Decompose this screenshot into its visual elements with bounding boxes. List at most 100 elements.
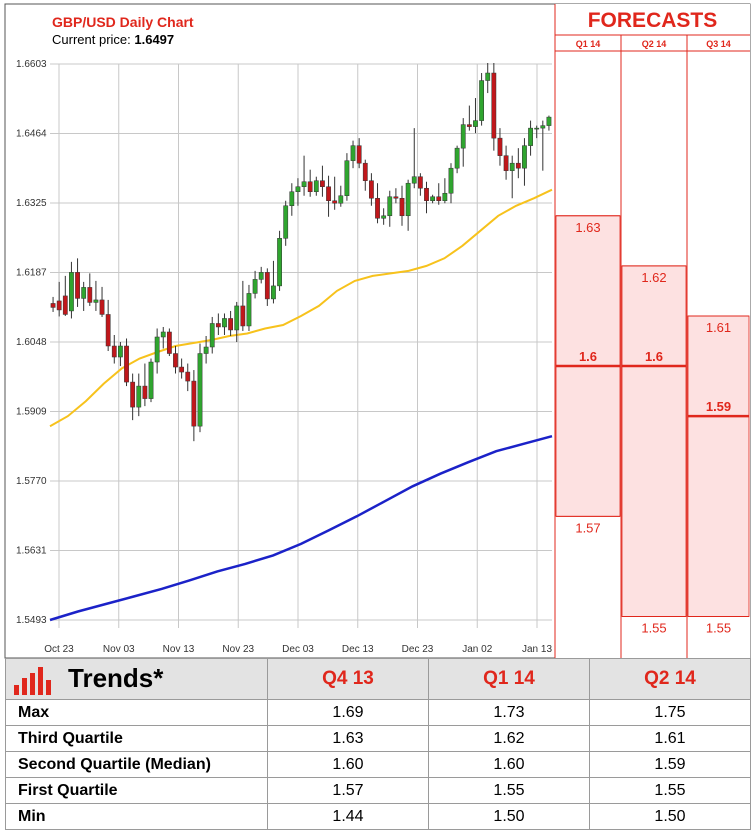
forecast-value-label: 1.62 xyxy=(641,270,666,285)
candle xyxy=(240,280,246,331)
trends-row-first-quartile: First Quartile 1.57 1.55 1.55 xyxy=(5,777,751,804)
candle xyxy=(417,173,423,196)
x-tick-label: Nov 13 xyxy=(163,644,195,655)
forecast-quarter-label: Q2 14 xyxy=(642,39,667,49)
row-label: Second Quartile (Median) xyxy=(5,751,268,778)
y-tick-label: 1.5631 xyxy=(16,546,47,557)
candle-body-up xyxy=(534,127,540,130)
trends-col-q1-14: Q1 14 xyxy=(428,658,590,700)
candle xyxy=(228,310,233,336)
candle-body-down xyxy=(99,299,105,315)
candle-body-up xyxy=(154,336,160,363)
cell-value: 1.44 xyxy=(267,803,429,830)
trends-row-third-quartile: Third Quartile 1.63 1.62 1.61 xyxy=(5,725,751,752)
candle xyxy=(356,138,362,169)
forecast-range-box xyxy=(687,315,750,617)
candle xyxy=(209,316,215,354)
candle-body-up xyxy=(283,205,289,239)
candle-body-up xyxy=(430,196,436,201)
x-tick-label: Nov 03 xyxy=(103,644,135,655)
candle-body-down xyxy=(240,305,246,327)
candle-body-down xyxy=(399,197,405,217)
candle-body-down xyxy=(497,137,503,156)
candle-body-down xyxy=(424,187,429,201)
candle-body-up xyxy=(528,127,533,146)
candle-body-up xyxy=(295,186,301,192)
forecast-range-box xyxy=(621,265,687,617)
candle xyxy=(105,299,111,352)
candle xyxy=(491,62,497,151)
row-label: First Quartile xyxy=(5,777,268,804)
x-tick-label: Nov 23 xyxy=(222,644,254,655)
candle-body-up xyxy=(442,192,448,201)
candle-body-down xyxy=(393,196,399,199)
candle xyxy=(69,261,74,319)
candle-body-up xyxy=(338,195,344,204)
forecast-value-label: 1.55 xyxy=(641,620,666,635)
candle-body-up xyxy=(301,181,307,187)
candle xyxy=(118,342,123,367)
candle-body-up xyxy=(234,305,240,331)
candle xyxy=(387,190,393,227)
forecast-value-label: 1.57 xyxy=(575,520,600,535)
y-tick-label: 1.5770 xyxy=(16,476,47,487)
candle xyxy=(534,125,540,139)
candle-body-up xyxy=(160,331,166,338)
candle-body-up xyxy=(197,353,203,427)
candle xyxy=(215,313,221,335)
candle-body-up xyxy=(289,191,295,207)
candle-body-down xyxy=(179,366,185,373)
forecast-value-label: 1.63 xyxy=(575,220,600,235)
forecast-value-label: 1.6 xyxy=(645,349,663,364)
candle-body-down xyxy=(228,318,233,331)
candle-body-down xyxy=(105,314,111,347)
candle xyxy=(56,281,62,317)
candle-body-up xyxy=(460,124,466,149)
candle-body-up xyxy=(381,215,387,219)
candle-body-down xyxy=(75,272,80,299)
candle xyxy=(460,118,466,167)
candle-body-up xyxy=(69,272,74,312)
candle-body-up xyxy=(93,299,99,303)
trends-row-max: Max 1.69 1.73 1.75 xyxy=(5,699,751,726)
candle xyxy=(124,338,129,387)
candle xyxy=(160,326,166,349)
candle xyxy=(399,185,405,226)
candle-body-up xyxy=(258,272,264,280)
candle-body-up xyxy=(313,180,319,192)
forecasts-title: FORECASTS xyxy=(588,9,718,32)
icon-bar xyxy=(46,679,51,695)
candle xyxy=(442,178,448,204)
candle-body-up xyxy=(454,147,460,169)
candle xyxy=(528,120,533,156)
current-price-value: 1.6497 xyxy=(134,32,175,47)
cell-value: 1.57 xyxy=(267,777,429,804)
candle xyxy=(424,181,429,214)
candle-body-up xyxy=(540,125,546,129)
current-price-line: Current price: 1.6497 xyxy=(52,32,174,47)
x-tick-label: Dec 03 xyxy=(282,644,314,655)
candle xyxy=(362,159,368,191)
candle xyxy=(338,185,344,207)
x-tick-label: Dec 23 xyxy=(402,644,434,655)
candle xyxy=(448,163,454,204)
candle xyxy=(93,280,99,311)
candle-body-down xyxy=(124,345,129,383)
candle-body-down xyxy=(307,181,313,192)
candle xyxy=(99,286,105,317)
candle xyxy=(111,334,117,364)
candle xyxy=(222,313,227,335)
moving-average-short xyxy=(49,188,553,428)
candle-body-down xyxy=(111,345,117,358)
cell-value: 1.50 xyxy=(428,803,590,830)
x-tick-label: Dec 13 xyxy=(342,644,374,655)
candle xyxy=(295,178,301,206)
candle xyxy=(179,358,185,379)
trends-header-row: Trends* Q4 13 Q1 14 Q2 14 xyxy=(5,658,751,700)
candle-body-up xyxy=(136,385,142,408)
candle xyxy=(454,145,460,174)
candle-body-up xyxy=(411,176,417,184)
candle xyxy=(301,155,307,196)
candle-body-down xyxy=(362,162,368,181)
candle xyxy=(142,363,148,407)
